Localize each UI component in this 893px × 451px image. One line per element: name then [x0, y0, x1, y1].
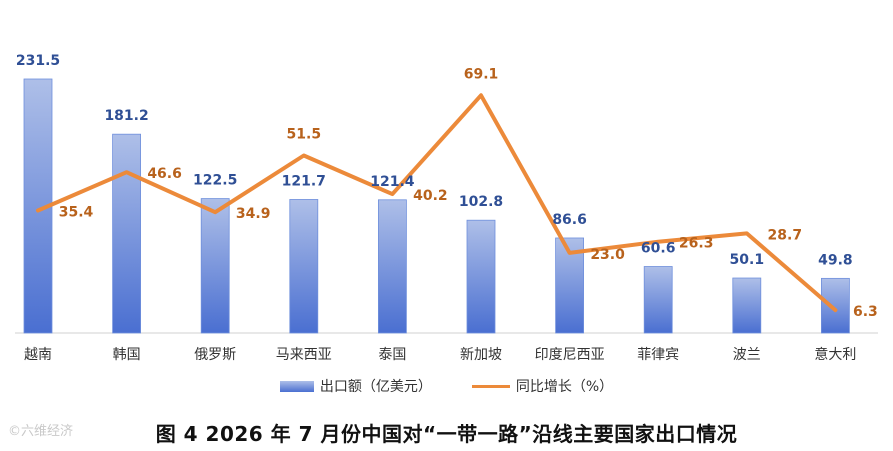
bar-4: [377, 199, 407, 334]
watermark: ©六维经济: [8, 424, 74, 439]
line-value-label-1: 46.6: [147, 166, 182, 182]
legend-bar-label: 出口额（亿美元）: [319, 379, 432, 395]
line-value-label-8: 28.7: [768, 227, 803, 243]
bar-7: [643, 266, 673, 334]
line-value-label-3: 51.5: [287, 126, 322, 142]
bar-value-label-5: 102.8: [459, 194, 503, 210]
x-tick-label-5: 新加坡: [460, 347, 502, 363]
legend-line-swatch: [471, 384, 510, 388]
bar-value-label-6: 86.6: [552, 212, 587, 228]
legend-item-exports: 出口额（亿美元）: [279, 376, 432, 396]
bar-value-label-0: 231.5: [16, 53, 60, 69]
line-value-label-6: 23.0: [590, 247, 625, 263]
legend-line-label: 同比增长（%）: [515, 379, 614, 395]
bar-value-label-1: 181.2: [104, 108, 148, 124]
x-tick-label-2: 俄罗斯: [194, 347, 236, 363]
x-tick-label-0: 越南: [24, 347, 52, 363]
legend-bar-swatch: [279, 380, 314, 392]
bar-2: [200, 198, 230, 334]
bar-3: [289, 199, 319, 334]
bar-5: [466, 219, 496, 334]
figure-caption: 图 4 2026 年 7 月份中国对“一带一路”沿线主要国家出口情况: [155, 422, 738, 446]
bar-9: [821, 277, 850, 334]
bar-value-label-4: 121.4: [370, 174, 415, 190]
bar-value-label-3: 121.7: [282, 173, 326, 189]
chart: 231.5 181.2 122.5 121.7 121.4 102.8 86.6 60.6 50…: [15, 53, 878, 363]
legend: 出口额（亿美元） 同比增长（%）: [0, 376, 893, 396]
x-tick-label-4: 泰国: [378, 347, 406, 363]
line-value-label-5: 69.1: [464, 66, 499, 82]
bar-value-label-9: 49.8: [818, 252, 853, 268]
line-value-label-4: 40.2: [413, 188, 448, 204]
legend-item-growth: 同比增长（%）: [471, 376, 614, 396]
x-tick-label-7: 菲律宾: [637, 347, 679, 363]
line-value-label-7: 26.3: [679, 236, 714, 252]
bar-value-label-2: 122.5: [193, 173, 237, 189]
bar-1: [112, 133, 141, 334]
x-tick-label-3: 马来西亚: [276, 347, 332, 363]
x-tick-label-9: 意大利: [814, 346, 856, 363]
x-tick-label-8: 波兰: [733, 347, 761, 363]
bar-value-label-8: 50.1: [730, 252, 765, 268]
bar-value-label-7: 60.6: [641, 241, 676, 257]
bar-8: [732, 277, 762, 334]
line-value-label-0: 35.4: [59, 205, 94, 221]
line-value-label-9: 6.3: [853, 304, 878, 320]
x-tick-label-6: 印度尼西亚: [535, 347, 605, 363]
growth-line: [36, 93, 838, 313]
line-value-label-2: 34.9: [236, 206, 271, 222]
x-tick-label-1: 韩国: [113, 347, 141, 363]
